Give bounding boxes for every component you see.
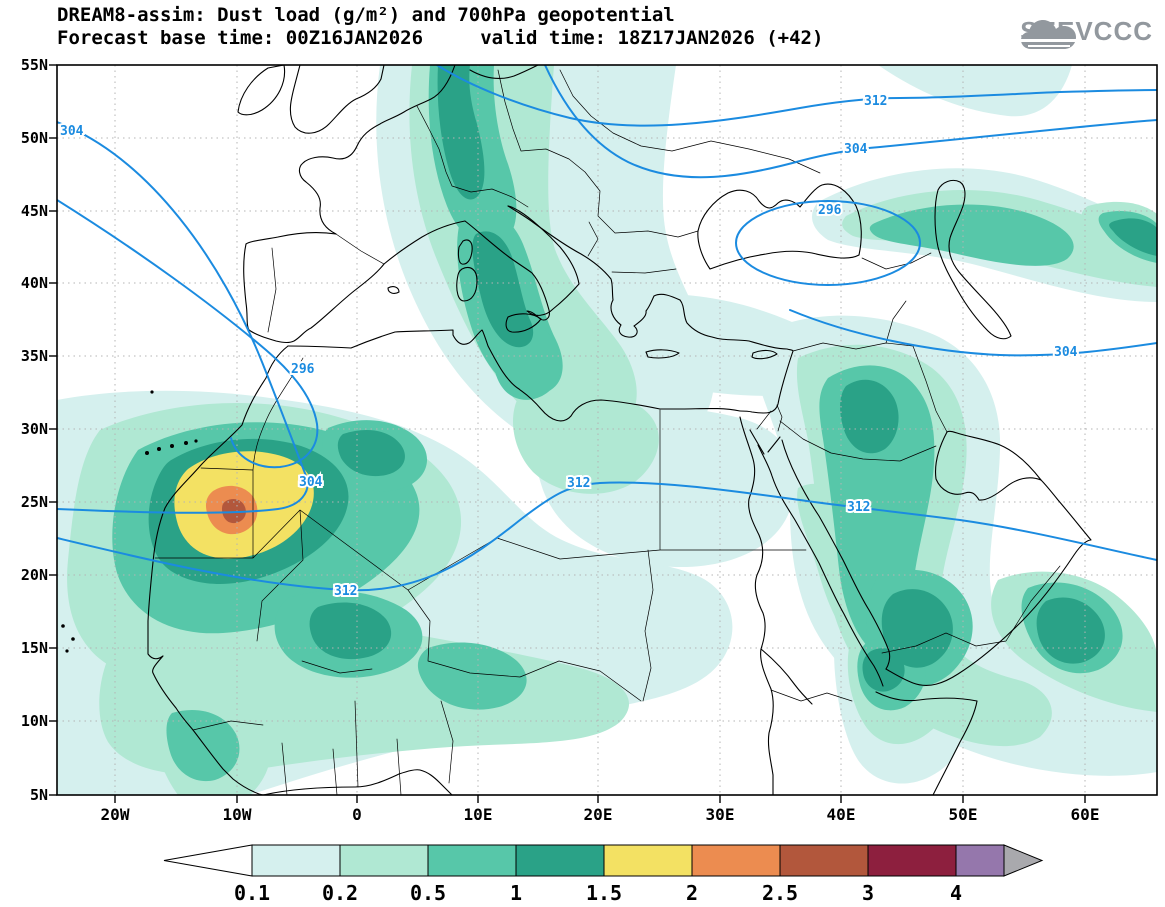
contour-label: 312: [334, 584, 357, 599]
lon-tick-label: 60E: [1071, 805, 1100, 824]
colorbar-arrow-left: [163, 844, 253, 877]
forecast-time-line: Forecast base time: 00Z16JAN2026 valid t…: [57, 27, 824, 49]
contour-label: 296: [818, 203, 842, 218]
geopotential-contours: [57, 65, 1157, 592]
colorbar-arrow-right: [1003, 844, 1044, 877]
contour-label: 296: [291, 362, 315, 377]
colorbar-cell: [955, 844, 1005, 877]
lon-tick-label: 40E: [827, 805, 856, 824]
dust-layer-2.5: [222, 499, 246, 524]
colorbar-label: 4: [950, 881, 962, 905]
contour-label: 304: [299, 475, 323, 490]
lat-tick-label: 30N: [21, 420, 48, 438]
page-title: DREAM8-assim: Dust load (g/m²) and 700hP…: [57, 4, 675, 26]
contour-label: 312: [847, 500, 870, 515]
lon-tick-label: 50E: [949, 805, 978, 824]
contour-label: 304: [60, 124, 84, 139]
lon-tick-label: 0: [352, 805, 362, 824]
colorbar-label: 2.5: [762, 881, 798, 905]
country-borders: [154, 69, 1061, 795]
contour-label: 312: [864, 94, 887, 109]
lon-axis: 20W 10W 0 10E 20E 30E 40E 50E 60E: [101, 805, 1100, 824]
colorbar-cell: [251, 844, 341, 877]
lat-tick-label: 45N: [21, 202, 48, 220]
colorbar-cell: [691, 844, 781, 877]
contour-label: 304: [1054, 345, 1078, 360]
small-islands: [61, 390, 198, 653]
cloud-icon: [1021, 20, 1078, 49]
axis-ticks: [49, 64, 1086, 803]
colorbar-cell: [515, 844, 605, 877]
colorbar-cell: [779, 844, 869, 877]
contour-label: 312: [567, 476, 590, 491]
lat-tick-label: 20N: [21, 566, 48, 584]
colorbar-label: 2: [686, 881, 698, 905]
colorbar-label: 0.1: [234, 881, 270, 905]
colorbar-label: 1.5: [586, 881, 622, 905]
lat-tick-label: 5N: [30, 786, 48, 804]
lat-tick-label: 15N: [21, 639, 48, 657]
map-frame: [56, 64, 1158, 796]
colorbar-cell: [427, 844, 517, 877]
lat-tick-label: 50N: [21, 129, 48, 147]
seevccc-logo: SEEVCCC: [1020, 16, 1153, 49]
graticule: [57, 65, 1157, 795]
lat-tick-label: 10N: [21, 712, 48, 730]
lon-tick-label: 10E: [464, 805, 493, 824]
colorbar-label: 3: [862, 881, 874, 905]
title-block: DREAM8-assim: Dust load (g/m²) and 700hP…: [57, 4, 823, 50]
colorbar-label: 1: [510, 881, 522, 905]
lat-axis: 55N 50N 45N 40N 35N 30N 25N 20N 15N 10N …: [21, 56, 48, 804]
lat-tick-label: 25N: [21, 493, 48, 511]
lat-tick-label: 35N: [21, 347, 48, 365]
dust-shading: [57, 65, 1157, 795]
lon-tick-label: 20W: [101, 805, 130, 824]
lat-tick-label: 40N: [21, 274, 48, 292]
colorbar-label: 0.2: [322, 881, 358, 905]
lat-tick-label: 55N: [21, 56, 48, 74]
colorbar-cell: [339, 844, 429, 877]
colorbar: 0.1 0.2 0.5 1 1.5 2 2.5 3 4: [163, 844, 1044, 905]
colorbar-label: 0.5: [410, 881, 446, 905]
lon-tick-label: 10W: [223, 805, 252, 824]
lon-tick-label: 20E: [584, 805, 613, 824]
contour-label: 304: [844, 142, 868, 157]
contour-labels: 304 312 304 296 304 296 304 312 312 312: [58, 92, 1080, 601]
colorbar-cell: [867, 844, 957, 877]
lon-tick-label: 30E: [706, 805, 735, 824]
colorbar-cell: [603, 844, 693, 877]
